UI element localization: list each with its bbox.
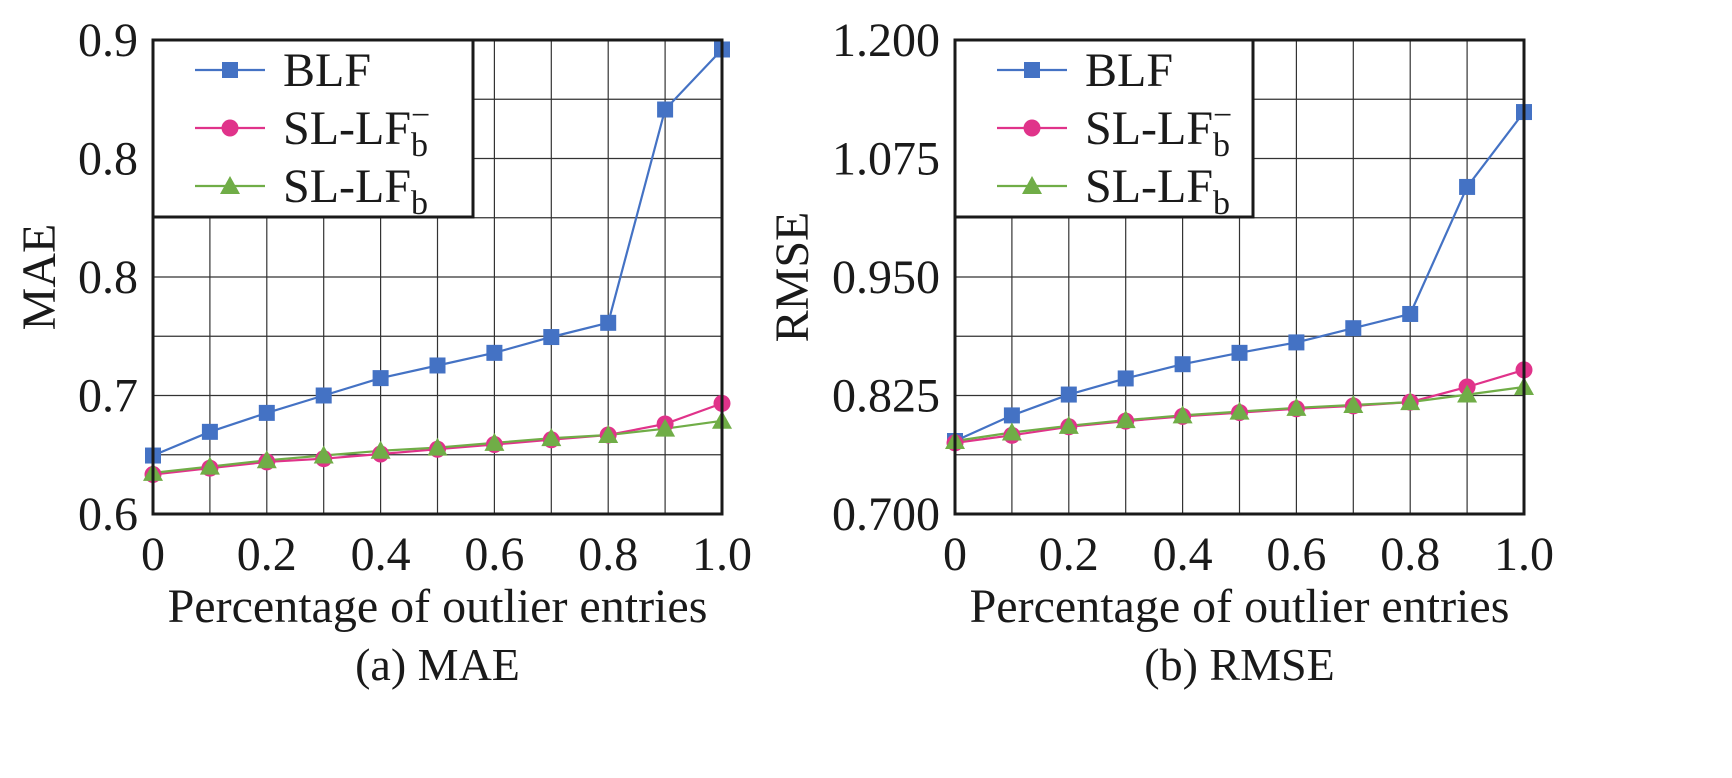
legend-label-subscript: b xyxy=(411,185,428,222)
data-point-2-8 xyxy=(598,425,619,443)
x-tick-label: 1.0 xyxy=(1494,528,1554,581)
data-point-0-3 xyxy=(315,387,332,404)
y-tick-label: 0.700 xyxy=(832,488,940,541)
data-point-2-7 xyxy=(541,428,562,447)
legend-label-1: SL-LFb− xyxy=(1085,97,1232,164)
x-axis-label: Percentage of outlier entries xyxy=(168,580,708,633)
y-tick-label: 0.8 xyxy=(78,251,138,304)
x-tick-label: 0.2 xyxy=(237,528,297,581)
legend-marker-1 xyxy=(221,119,239,137)
data-point-0-3 xyxy=(1117,370,1134,387)
data-point-2-4 xyxy=(1172,405,1193,424)
data-point-2-4 xyxy=(370,440,391,459)
legend-label-name: BLF xyxy=(1085,44,1173,97)
y-tick-label: 0.825 xyxy=(832,370,940,423)
x-tick-label: 0.4 xyxy=(351,528,411,581)
legend-marker-2 xyxy=(220,176,240,194)
data-point-2-3 xyxy=(1115,410,1136,429)
legend-label-name: SL-LF xyxy=(283,160,411,213)
data-point-2-3 xyxy=(313,445,334,464)
data-point-2-1 xyxy=(199,456,220,475)
legend-label-subscript: b xyxy=(1213,185,1230,222)
chart-caption: (a) MAE xyxy=(355,639,520,690)
x-axis-label: Percentage of outlier entries xyxy=(970,580,1510,633)
data-point-0-1 xyxy=(1003,407,1020,424)
y-tick-label: 1.200 xyxy=(832,14,940,67)
y-tick-label: 0.7 xyxy=(78,370,138,423)
data-point-2-7 xyxy=(1343,394,1364,413)
x-tick-label: 0.6 xyxy=(464,528,524,581)
legend-label-superscript: − xyxy=(1213,97,1232,134)
x-tick-label: 0.8 xyxy=(578,528,638,581)
y-tick-label: 0.8 xyxy=(78,133,138,186)
data-point-0-2 xyxy=(1060,386,1077,403)
plot-frame xyxy=(151,38,724,516)
data-point-2-6 xyxy=(484,432,505,451)
data-point-0-5 xyxy=(1231,344,1248,361)
data-point-0-6 xyxy=(1288,334,1305,351)
data-point-0-2 xyxy=(258,404,275,421)
x-tick-label: 1.0 xyxy=(692,528,752,581)
legend-label-subscript: b xyxy=(411,127,428,164)
rmse-chart-panel: BLFSL-LFb−SL-LFb0.7000.8250.9501.0751.20… xyxy=(766,14,1554,690)
data-point-2-9 xyxy=(1457,384,1478,403)
data-point-0-8 xyxy=(600,314,617,331)
data-point-0-7 xyxy=(1345,320,1362,337)
y-axis-label: RMSE xyxy=(766,212,819,343)
x-tick-label: 0.2 xyxy=(1039,528,1099,581)
data-point-0-9 xyxy=(657,101,674,118)
legend-label-name: SL-LF xyxy=(283,102,411,155)
legend-label-superscript: − xyxy=(411,97,430,134)
legend-label-2: SL-LFb xyxy=(283,160,428,222)
data-point-0-5 xyxy=(429,357,446,374)
x-tick-label: 0.4 xyxy=(1153,528,1213,581)
legend-marker-1 xyxy=(1023,119,1041,137)
y-tick-label: 0.6 xyxy=(78,488,138,541)
data-point-0-4 xyxy=(372,370,389,387)
legend-label-name: BLF xyxy=(283,44,371,97)
data-point-2-9 xyxy=(655,418,676,437)
data-point-2-5 xyxy=(427,437,448,456)
x-tick-label: 0 xyxy=(943,528,967,581)
data-point-0-1 xyxy=(201,423,218,440)
legend-label-2: SL-LFb xyxy=(1085,160,1230,222)
data-point-2-2 xyxy=(1058,415,1079,434)
x-tick-label: 0.8 xyxy=(1380,528,1440,581)
legend-marker-0 xyxy=(222,62,238,78)
legend-label-1: SL-LFb− xyxy=(283,97,430,164)
data-point-0-4 xyxy=(1174,356,1191,373)
legend-label-0: BLF xyxy=(1085,44,1173,97)
legend-label-subscript: b xyxy=(1213,127,1230,164)
legend-marker-0 xyxy=(1024,62,1040,78)
x-tick-label: 0.6 xyxy=(1266,528,1326,581)
data-point-0-6 xyxy=(486,344,503,361)
y-axis-label: MAE xyxy=(13,224,66,331)
legend-label-name: SL-LF xyxy=(1085,102,1213,155)
legend-label-name: SL-LF xyxy=(1085,160,1213,213)
x-tick-label: 0 xyxy=(141,528,165,581)
data-point-0-8 xyxy=(1402,305,1419,322)
data-point-0-7 xyxy=(543,329,560,346)
data-point-2-2 xyxy=(256,450,277,469)
data-point-2-1 xyxy=(1001,422,1022,441)
y-tick-label: 1.075 xyxy=(832,133,940,186)
y-tick-label: 0.950 xyxy=(832,251,940,304)
data-point-2-5 xyxy=(1229,401,1250,420)
legend-marker-2 xyxy=(1022,176,1042,194)
chart-caption: (b) RMSE xyxy=(1144,639,1334,690)
plot-frame xyxy=(953,38,1526,516)
data-point-2-6 xyxy=(1286,397,1307,416)
data-point-0-9 xyxy=(1459,178,1476,195)
y-tick-label: 0.9 xyxy=(78,14,138,67)
data-point-2-8 xyxy=(1400,392,1421,411)
legend-label-0: BLF xyxy=(283,44,371,97)
